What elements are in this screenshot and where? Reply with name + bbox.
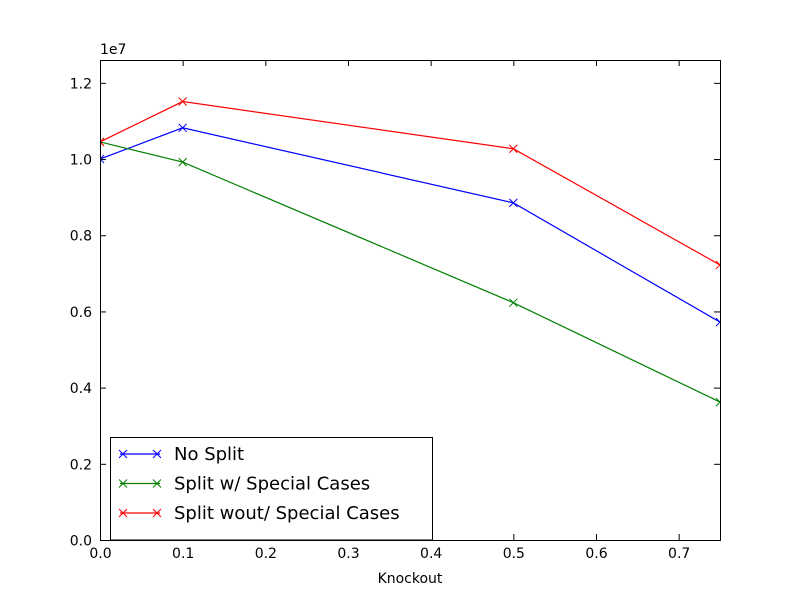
y-tick-label-1: 0.2: [70, 457, 92, 473]
legend-box: [110, 437, 433, 541]
legend-marker-a-1: [118, 479, 128, 488]
data-point-2-2: [508, 144, 518, 154]
series-0: [100, 123, 720, 327]
series-line-2: [100, 100, 720, 266]
x-tick-label-5: 0.5: [503, 546, 525, 562]
series-line-0: [100, 127, 720, 323]
legend-marker-a-0: [118, 449, 128, 459]
legend-item-2: Split wout/ Special Cases: [118, 503, 400, 524]
data-point-1-2: [508, 298, 518, 308]
data-point-2-0: [100, 137, 105, 147]
data-point-2-1: [178, 97, 188, 106]
legend-item-1: Split w/ Special Cases: [118, 474, 370, 495]
x-tick-label-1: 0.1: [172, 546, 194, 562]
y-tick-label-6: 1.2: [70, 76, 92, 92]
series-2: [100, 97, 720, 270]
legend: No Split Split w/ Special Cases Split wout…: [110, 437, 433, 541]
x-axis-label: Knockout: [378, 571, 443, 587]
legend-label-0: No Split: [174, 444, 244, 465]
y-tick-label-5: 1.0: [70, 153, 92, 169]
legend-marker-a-2: [118, 508, 128, 518]
ticks-layer: 0.0 0.1 0.2 0.3 0.4 0.5 0.6 0.7 0.0 0.2 0.4 0.6 0.8 1…: [70, 60, 720, 562]
data-point-1-1: [178, 157, 188, 167]
series-line-1: [100, 141, 720, 403]
legend-item-0: No Split: [118, 444, 244, 465]
x-tick-label-3: 0.3: [337, 546, 359, 562]
legend-label-2: Split wout/ Special Cases: [174, 503, 400, 524]
x-tick-label-4: 0.4: [420, 546, 442, 562]
x-tick-label-0: 0.0: [89, 546, 111, 562]
y-tick-label-0: 0.0: [70, 534, 92, 550]
y-tick-label-2: 0.4: [70, 381, 92, 397]
data-point-1-3: [715, 397, 720, 407]
legend-marker-b-2: [152, 508, 162, 518]
data-point-0-2: [508, 198, 518, 208]
data-point-0-3: [715, 317, 720, 327]
x-tick-label-6: 0.6: [585, 546, 607, 562]
legend-marker-b-0: [152, 449, 162, 459]
data-point-2-3: [715, 260, 720, 270]
y-tick-label-3: 0.6: [70, 305, 92, 321]
legend-marker-b-1: [152, 479, 162, 488]
y-tick-label-4: 0.8: [70, 229, 92, 245]
x-tick-label-2: 0.2: [255, 546, 277, 562]
legend-label-1: Split w/ Special Cases: [174, 474, 370, 495]
data-point-0-0: [100, 154, 105, 164]
series-1: [100, 137, 720, 407]
x-tick-label-7: 0.7: [668, 546, 690, 562]
series-layer: [100, 97, 720, 407]
y-multiplier-label: 1e7: [100, 42, 126, 58]
data-point-0-1: [178, 123, 188, 133]
